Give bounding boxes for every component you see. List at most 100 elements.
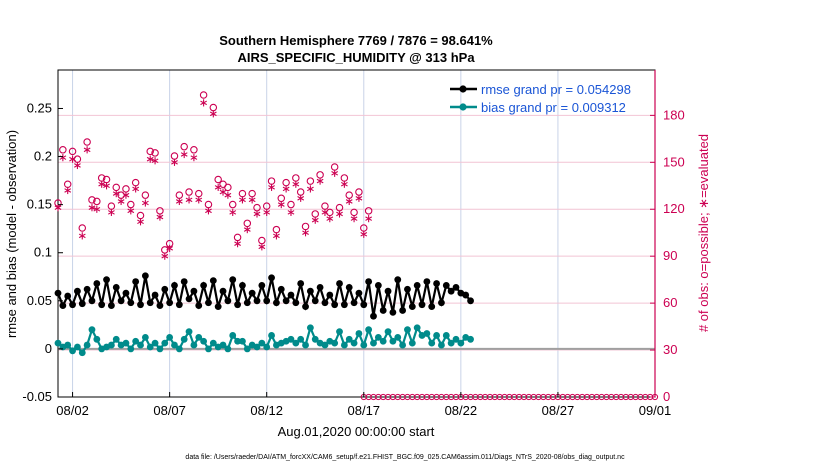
asterisk-stroke xyxy=(69,156,76,162)
asterisk-stroke xyxy=(282,186,290,192)
asterisk-stroke xyxy=(205,208,212,214)
possible-marker xyxy=(253,203,261,212)
evaluated-marker xyxy=(350,215,358,223)
rmse-point xyxy=(171,282,178,289)
bias-point xyxy=(132,337,140,345)
possible-marker xyxy=(180,142,188,151)
bias-point xyxy=(384,328,392,335)
y-right-tick-label: 0 xyxy=(663,389,670,404)
bias-point xyxy=(83,341,91,349)
possible-marker xyxy=(326,208,334,217)
rmse-point xyxy=(200,282,208,289)
rmse-point xyxy=(78,300,86,308)
bias-point xyxy=(370,339,377,347)
possible-marker xyxy=(88,196,96,204)
asterisk-stroke xyxy=(209,111,217,117)
asterisk-stroke xyxy=(146,156,154,162)
rmse-point xyxy=(88,297,96,305)
rmse-point xyxy=(321,299,329,307)
evaluated-marker xyxy=(180,150,188,159)
rmse-point xyxy=(132,278,140,285)
rmse-point xyxy=(54,289,62,297)
rmse-point xyxy=(438,299,445,307)
rmse-point xyxy=(141,272,149,280)
bias-point xyxy=(224,345,232,353)
asterisk-stroke xyxy=(321,210,329,215)
asterisk-stroke xyxy=(355,196,363,201)
asterisk-stroke xyxy=(239,197,246,203)
rmse-point xyxy=(360,301,368,309)
possible-marker xyxy=(195,189,203,198)
evaluated-marker xyxy=(287,208,295,216)
possible-marker xyxy=(209,103,218,112)
possible-marker xyxy=(248,189,256,198)
evaluated-marker xyxy=(98,180,106,188)
evaluated-marker xyxy=(117,197,125,206)
evaluated-marker xyxy=(331,169,339,177)
rmse-point xyxy=(195,302,203,310)
bias-point xyxy=(336,328,343,335)
possible-marker xyxy=(63,180,72,188)
evaluated-marker xyxy=(190,154,198,162)
asterisk-stroke xyxy=(107,210,115,215)
possible-marker xyxy=(311,210,319,218)
bias-point xyxy=(297,335,305,343)
rmse-point xyxy=(161,285,169,293)
evaluated-marker xyxy=(214,183,222,191)
evaluated-marker xyxy=(229,208,237,216)
asterisk-stroke xyxy=(311,217,319,223)
y-right-tick-label: 60 xyxy=(663,295,677,310)
evaluated-marker xyxy=(316,177,324,185)
bias-point xyxy=(107,341,115,349)
bias-point xyxy=(340,341,348,349)
chart-title-line-2: AIRS_SPECIFIC_HUMIDITY @ 313 hPa xyxy=(237,50,475,65)
rmse-point xyxy=(316,283,324,291)
asterisk-stroke xyxy=(331,170,339,176)
asterisk-stroke xyxy=(127,208,135,214)
rmse-point xyxy=(137,301,144,309)
evaluated-marker xyxy=(243,225,251,234)
rmse-point xyxy=(277,285,285,293)
evaluated-marker xyxy=(175,197,183,206)
possible-marker xyxy=(127,200,135,209)
asterisk-stroke xyxy=(229,210,237,215)
evaluated-marker xyxy=(78,232,86,240)
rmse-point xyxy=(258,282,266,289)
rmse-point xyxy=(268,274,275,282)
evaluated-marker xyxy=(151,157,159,165)
bias-point xyxy=(151,339,159,347)
y-right-tick-label: 90 xyxy=(663,248,677,263)
possible-marker xyxy=(267,177,276,185)
asterisk-stroke xyxy=(156,214,164,220)
asterisk-stroke xyxy=(166,246,174,251)
asterisk-stroke xyxy=(243,227,251,232)
rmse-point xyxy=(205,299,212,307)
asterisk-stroke xyxy=(190,155,198,160)
bias-point xyxy=(447,339,455,347)
asterisk-stroke xyxy=(83,147,91,153)
rmse-point xyxy=(234,301,241,309)
bias-point xyxy=(243,345,251,353)
bias-point xyxy=(433,332,440,339)
bias-point xyxy=(350,339,358,347)
evaluated-marker xyxy=(209,110,217,118)
asterisk-stroke xyxy=(200,100,208,106)
possible-marker xyxy=(238,189,247,198)
evaluated-marker xyxy=(146,155,154,163)
rmse-point xyxy=(355,289,363,297)
bias-point xyxy=(292,339,300,347)
rmse-point xyxy=(117,297,125,305)
evaluated-marker xyxy=(59,154,67,162)
evaluated-marker xyxy=(88,204,96,212)
bias-point xyxy=(54,339,62,347)
rmse-point xyxy=(336,280,343,287)
evaluated-marker xyxy=(166,244,174,252)
y-right-tick-label: 30 xyxy=(663,342,677,357)
bias-point xyxy=(112,335,120,343)
possible-marker xyxy=(321,202,329,210)
asterisk-stroke xyxy=(175,199,183,204)
asterisk-stroke xyxy=(195,197,203,203)
rmse-point xyxy=(107,302,115,310)
evaluated-marker xyxy=(297,194,305,202)
rmse-point xyxy=(156,302,164,310)
